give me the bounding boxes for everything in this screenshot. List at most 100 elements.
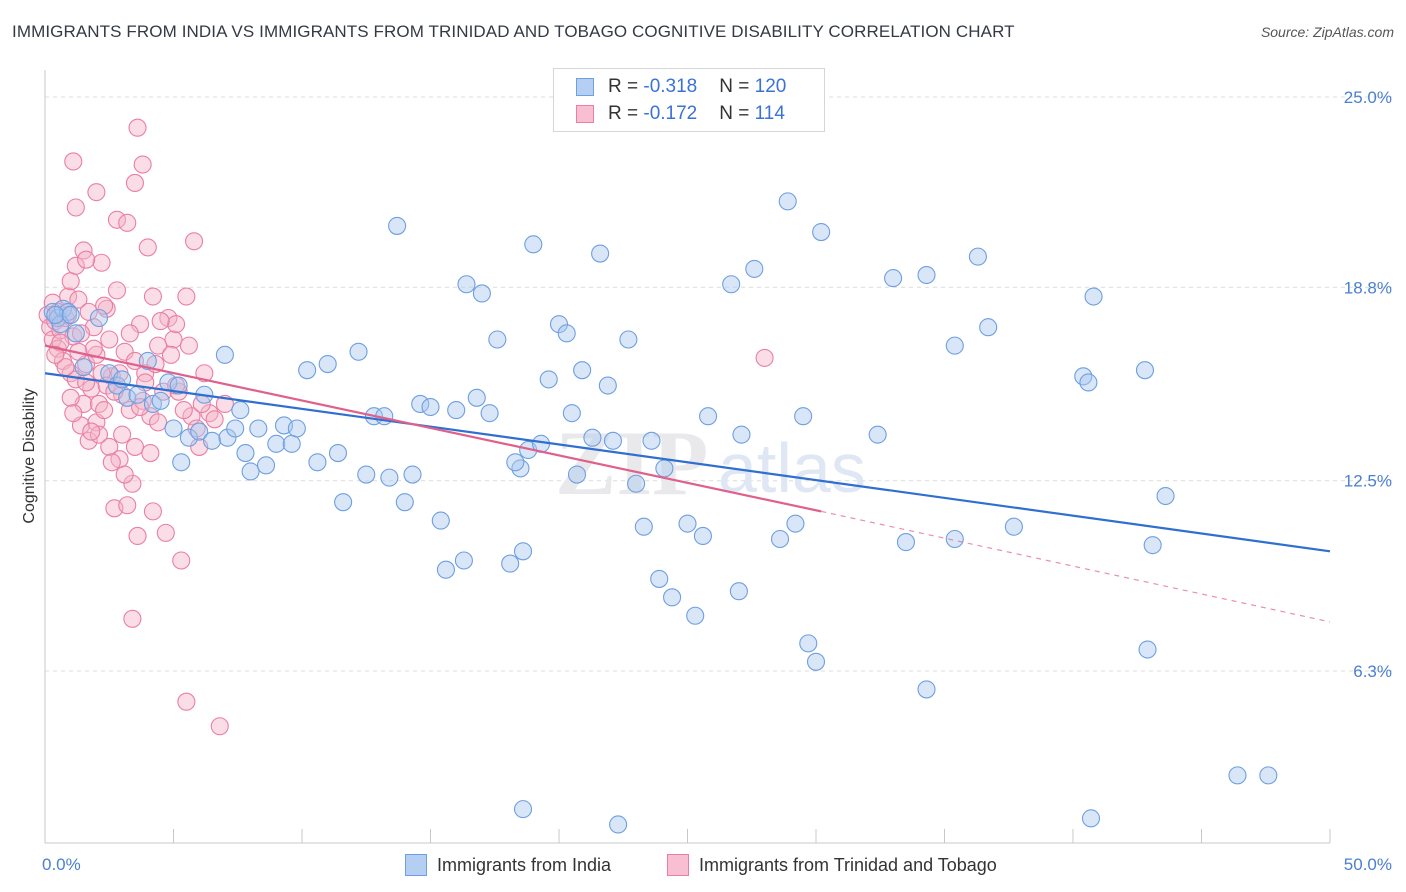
trend-lines — [44, 344, 1331, 623]
legend-r-label: R = — [608, 103, 644, 124]
series-trinidad-tobago-points — [38, 118, 774, 736]
data-point-india — [74, 358, 93, 377]
data-point-india — [480, 404, 499, 423]
data-point-india — [770, 529, 790, 549]
data-point-india — [436, 560, 455, 579]
data-point-india — [598, 376, 617, 395]
data-point-trinidad-tobago — [118, 496, 137, 515]
data-point-india — [868, 425, 887, 444]
y-tick-label: 6.3% — [1353, 662, 1392, 681]
data-point-india — [786, 514, 805, 533]
data-point-trinidad-tobago — [107, 210, 127, 229]
data-point-trinidad-tobago — [100, 330, 119, 349]
data-point-india — [1081, 809, 1101, 828]
data-point-india — [357, 465, 376, 484]
data-point-india — [722, 275, 741, 294]
data-point-trinidad-tobago — [77, 250, 96, 269]
data-point-india — [395, 493, 414, 512]
data-point-india — [179, 428, 198, 447]
data-point-india — [421, 397, 440, 417]
data-point-trinidad-tobago — [125, 173, 144, 192]
data-point-india — [567, 465, 587, 484]
data-point-india — [591, 244, 610, 263]
data-point-trinidad-tobago — [82, 422, 101, 441]
data-point-india — [411, 394, 430, 414]
legend: R = -0.318 N = 120 R = -0.172 N = 114 — [553, 68, 825, 132]
data-point-india — [457, 275, 476, 294]
data-point-trinidad-tobago — [87, 183, 106, 202]
bottom-legend-india: Immigrants from India — [405, 852, 611, 878]
bottom-legend-tt: Immigrants from Trinidad and Tobago — [667, 852, 997, 878]
data-point-india — [231, 401, 250, 420]
data-point-trinidad-tobago — [195, 364, 214, 383]
data-point-trinidad-tobago — [128, 118, 147, 137]
data-point-india — [655, 459, 674, 478]
data-point-trinidad-tobago — [71, 324, 91, 343]
data-point-trinidad-tobago — [131, 315, 150, 334]
data-point-trinidad-tobago — [161, 345, 180, 364]
data-point-india — [236, 444, 255, 463]
data-point-india — [745, 259, 764, 278]
data-point-india — [1004, 517, 1023, 536]
data-point-trinidad-tobago — [177, 692, 196, 711]
data-point-trinidad-tobago — [66, 256, 85, 275]
data-point-trinidad-tobago — [61, 388, 80, 407]
data-point-india — [562, 404, 581, 423]
data-point-india — [403, 465, 422, 484]
data-point-india — [884, 269, 903, 288]
data-point-india — [686, 606, 705, 625]
y-tick-label: 12.5% — [1344, 472, 1392, 491]
data-point-trinidad-tobago — [125, 437, 144, 456]
data-point-india — [447, 401, 466, 420]
x-tick-label: 0.0% — [42, 855, 81, 874]
data-point-india — [256, 456, 276, 475]
legend-r-value: -0.172 — [643, 103, 698, 124]
data-point-india — [678, 514, 697, 533]
data-point-india — [1143, 536, 1162, 555]
data-point-india — [467, 388, 486, 407]
legend-row-india: R = -0.318 N = 120 — [576, 74, 786, 100]
data-point-india — [298, 361, 317, 380]
source-label: Source: ZipAtlas.com — [1260, 24, 1394, 40]
data-point-india — [806, 652, 826, 671]
data-point-india — [46, 305, 65, 324]
data-point-trinidad-tobago — [167, 315, 186, 334]
data-point-india — [917, 680, 936, 699]
data-point-india — [128, 385, 147, 404]
data-point-trinidad-tobago — [69, 290, 88, 309]
data-point-trinidad-tobago — [64, 152, 83, 171]
legend-n-label: N = — [719, 76, 755, 97]
data-point-india — [794, 407, 813, 426]
data-point-india — [215, 345, 234, 364]
data-point-india — [431, 511, 450, 530]
data-point-india — [1079, 373, 1098, 392]
x-tick-label: 50.0% — [1344, 855, 1392, 874]
y-tick-label: 18.8% — [1344, 278, 1392, 297]
data-point-india — [472, 284, 491, 303]
data-point-india — [693, 526, 712, 545]
data-point-trinidad-tobago — [102, 453, 121, 472]
bottom-swatch-tt — [667, 854, 689, 876]
series-india-points — [43, 192, 1278, 834]
data-point-india — [799, 634, 818, 653]
trend-line-trinidad-tobago — [44, 344, 822, 513]
data-point-trinidad-tobago — [120, 324, 139, 343]
data-point-india — [513, 800, 533, 819]
data-point-india — [619, 330, 638, 349]
data-point-india — [380, 468, 399, 487]
data-point-trinidad-tobago — [164, 330, 183, 349]
data-point-india — [609, 815, 628, 834]
data-point-trinidad-tobago — [205, 410, 224, 429]
data-point-india — [778, 192, 797, 211]
data-point-trinidad-tobago — [46, 345, 65, 364]
data-point-trinidad-tobago — [138, 238, 157, 257]
data-point-trinidad-tobago — [210, 717, 229, 736]
data-point-trinidad-tobago — [149, 413, 168, 432]
data-point-india — [287, 419, 306, 438]
data-point-trinidad-tobago — [66, 198, 85, 217]
data-point-india — [945, 336, 964, 355]
data-point-trinidad-tobago — [84, 339, 103, 358]
data-point-india — [218, 428, 237, 447]
data-point-india — [454, 551, 473, 570]
